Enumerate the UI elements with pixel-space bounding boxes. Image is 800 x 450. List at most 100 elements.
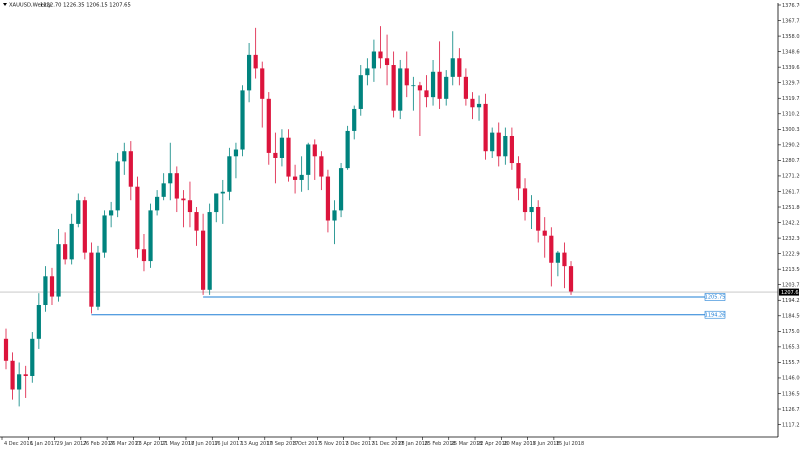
price-tick-label: 1165.35 bbox=[782, 345, 800, 351]
candle bbox=[109, 201, 114, 228]
support-price-label: 1194.26 bbox=[705, 310, 725, 319]
candle-body-down bbox=[3, 338, 9, 361]
candle bbox=[273, 132, 278, 184]
price-tick-label: 1319.75 bbox=[782, 96, 800, 102]
candle bbox=[214, 193, 219, 223]
candle-body-up bbox=[345, 130, 350, 169]
candle-body-up bbox=[240, 90, 245, 150]
candle-body-up bbox=[76, 200, 81, 224]
candle bbox=[89, 242, 94, 314]
time-tick-label: 23 Apr 2017 bbox=[135, 441, 166, 447]
candle bbox=[194, 206, 199, 246]
ohlc-values: 1222.70 1226.35 1206.15 1207.65 bbox=[40, 3, 131, 9]
chart-header: XAUUSD,Weekly 1222.70 1226.35 1206.15 12… bbox=[3, 3, 131, 9]
price-tick-label: 1300.35 bbox=[782, 127, 800, 133]
time-tick-label: 8 Oct 2017 bbox=[293, 441, 321, 447]
candle bbox=[325, 169, 331, 233]
time-tick-label: 13 Aug 2017 bbox=[241, 441, 273, 447]
candle bbox=[240, 85, 245, 157]
candle-body-up bbox=[161, 183, 166, 197]
candle bbox=[404, 51, 409, 98]
price-tick-label: 1329.70 bbox=[782, 80, 800, 86]
candle-body-up bbox=[30, 338, 35, 376]
candle bbox=[332, 200, 337, 245]
candle bbox=[82, 196, 87, 260]
candle-body-down bbox=[312, 144, 317, 157]
candle-body-down bbox=[23, 374, 28, 376]
candle-body-up bbox=[115, 161, 120, 211]
candle bbox=[253, 27, 258, 79]
candle-body-down bbox=[273, 152, 278, 158]
candle-body-down bbox=[141, 249, 147, 262]
candle bbox=[529, 195, 534, 229]
candle bbox=[358, 65, 363, 116]
time-tick-label: 22 Apr 2018 bbox=[477, 441, 508, 447]
candle bbox=[424, 75, 429, 108]
candle bbox=[536, 200, 541, 243]
candle-body-up bbox=[450, 58, 455, 77]
candle bbox=[483, 93, 488, 160]
candle bbox=[168, 142, 173, 201]
candle-body-down bbox=[562, 252, 567, 267]
candle-body-up bbox=[17, 374, 22, 390]
candle bbox=[352, 105, 357, 140]
time-tick-label: 16 Jul 2017 bbox=[214, 441, 242, 447]
candle-body-down bbox=[187, 200, 193, 213]
candle bbox=[30, 332, 35, 383]
candle bbox=[76, 193, 81, 228]
time-tick-label: 10 Sep 2017 bbox=[267, 441, 299, 447]
candle bbox=[246, 43, 252, 103]
price-tick-label: 1126.75 bbox=[782, 407, 800, 413]
dropdown-triangle-icon[interactable] bbox=[3, 3, 7, 6]
candle bbox=[365, 58, 370, 86]
candle-body-down bbox=[384, 58, 390, 66]
candle bbox=[417, 81, 423, 137]
candle-body-down bbox=[89, 252, 94, 307]
candle-body-down bbox=[135, 186, 140, 250]
candle-body-up bbox=[246, 54, 252, 91]
candle-body-up bbox=[476, 103, 482, 108]
candle bbox=[36, 293, 41, 349]
candle bbox=[345, 125, 350, 170]
candle bbox=[450, 31, 455, 86]
time-tick-label: 5 Nov 2017 bbox=[319, 441, 348, 447]
candle-body-up bbox=[233, 149, 239, 157]
candle-body-down bbox=[181, 198, 186, 201]
candle bbox=[10, 352, 15, 400]
candle-body-down bbox=[542, 230, 547, 236]
candle bbox=[161, 173, 166, 201]
candle bbox=[174, 166, 179, 213]
time-tick-label: 1 Jan 2017 bbox=[30, 441, 57, 447]
candle bbox=[227, 147, 232, 201]
candle-body-down bbox=[378, 51, 383, 59]
candle bbox=[384, 34, 390, 86]
candle bbox=[3, 328, 9, 370]
candle bbox=[470, 92, 475, 120]
candle-body-up bbox=[227, 156, 232, 192]
price-tick-label: 1271.20 bbox=[782, 174, 800, 180]
price-tick-label: 1348.60 bbox=[782, 49, 800, 55]
candle bbox=[562, 242, 567, 289]
candle bbox=[95, 245, 101, 311]
candle bbox=[378, 26, 383, 69]
candle bbox=[233, 142, 239, 179]
candle-body-up bbox=[279, 137, 285, 158]
time-tick-label: 26 Mar 2017 bbox=[109, 441, 141, 447]
candle-body-down bbox=[536, 206, 541, 231]
candle bbox=[411, 76, 416, 111]
time-tick-label: 21 May 2017 bbox=[162, 441, 195, 447]
symbol-label: XAUUSD,Weekly bbox=[9, 3, 51, 9]
price-tick-label: 1367.75 bbox=[782, 18, 800, 24]
time-tick-label: 31 Dec 2017 bbox=[372, 441, 404, 447]
candle-body-down bbox=[63, 244, 68, 260]
price-tick-label: 1184.50 bbox=[782, 314, 800, 320]
candle bbox=[260, 61, 265, 128]
time-tick-label: 29 Jan 2017 bbox=[57, 441, 87, 447]
time-tick-label: 26 Feb 2017 bbox=[83, 441, 114, 447]
price-tick-label: 1136.50 bbox=[782, 391, 800, 397]
price-axis: 1376.70 1367.75 1358.05 1348.60 1339.65 1329.… bbox=[777, 3, 800, 437]
candle bbox=[430, 59, 436, 106]
time-tick-label: 17 Jun 2018 bbox=[530, 441, 560, 447]
candle-body-up bbox=[43, 276, 48, 306]
price-tick-label: 1376.70 bbox=[782, 3, 800, 9]
